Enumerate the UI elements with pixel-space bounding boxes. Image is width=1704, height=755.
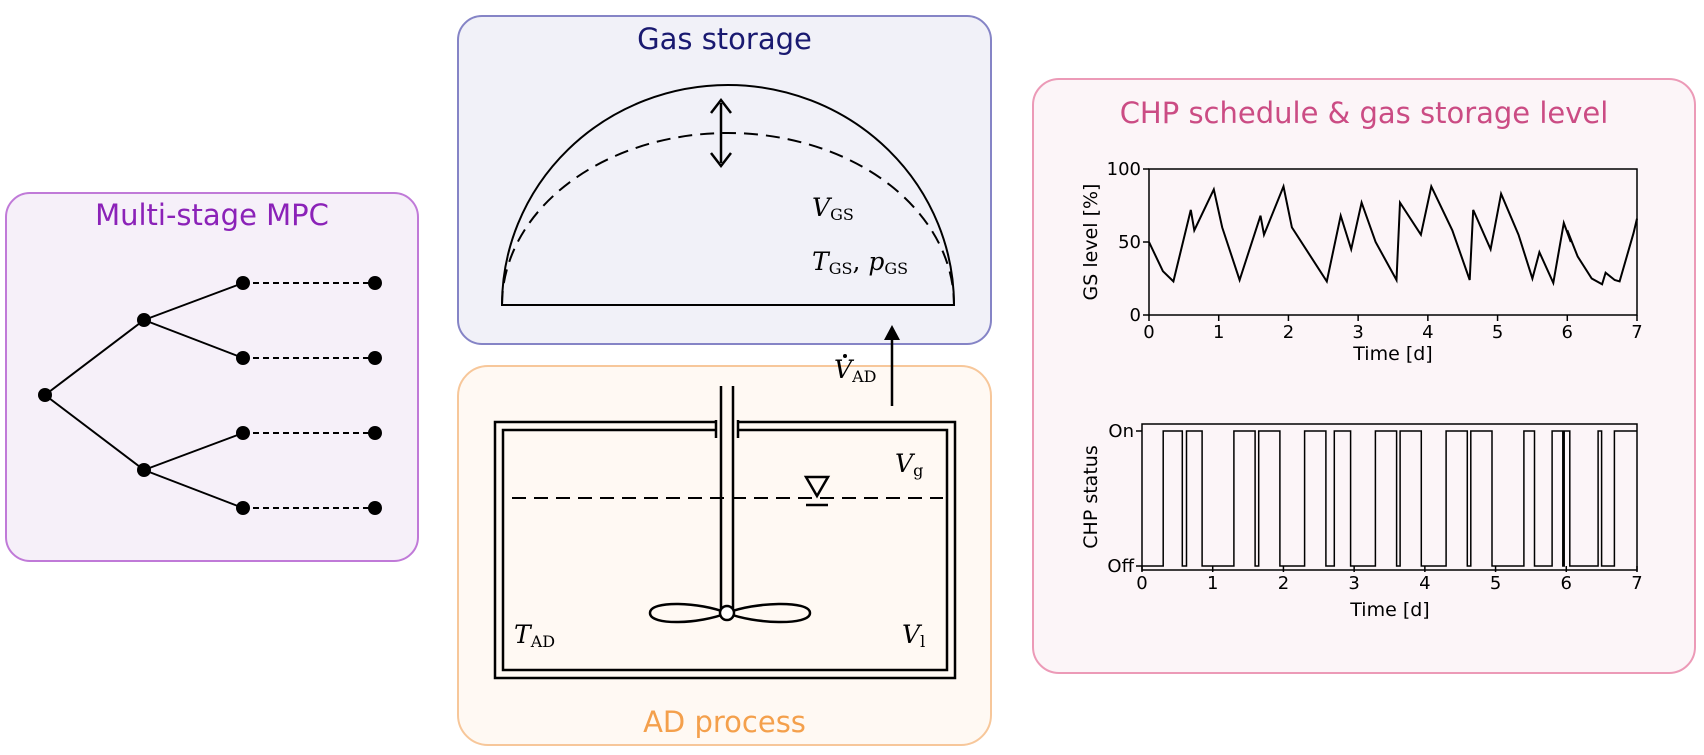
mpc-panel-box: [5, 192, 419, 562]
propeller-icon: [648, 602, 812, 624]
gs-level-chart: 0 1 2 3 4 5 6 7 0 50 100 Time [d] GS level [%]: [1080, 159, 1643, 365]
gas-storage-panel-title: Gas storage: [637, 22, 812, 56]
chp-x-tick-label: 2: [1278, 573, 1289, 594]
tree-node: [368, 351, 382, 365]
tree-node: [368, 501, 382, 515]
v-g-label: Vg: [895, 449, 923, 480]
chp-status-plot-area: [1141, 423, 1638, 571]
tree-edge: [143, 432, 244, 471]
scenario-tree: [44, 282, 375, 509]
t-p-gs-label: TGS, pGS: [812, 247, 908, 278]
gs-x-tick-label: 5: [1492, 322, 1503, 343]
tree-node: [368, 426, 382, 440]
gs-x-tick-label: 3: [1352, 322, 1363, 343]
v-dot-ad-label: VAD: [834, 355, 876, 386]
gs-x-tick-label: 7: [1631, 322, 1642, 343]
gas-storage-panel-box: [457, 15, 992, 345]
chp-x-tick-label: 7: [1631, 573, 1642, 594]
gs-level-plot-area: [1148, 168, 1638, 316]
chp-status-chart: 0 1 2 3 4 5 6 7 Off On Time [d] CHP status: [1080, 421, 1643, 621]
tree-node: [368, 276, 382, 290]
chp-panel-title: CHP schedule & gas storage level: [1119, 96, 1609, 130]
gs-x-ticks: 0 1 2 3 4 5 6 7: [1143, 315, 1643, 343]
tree-node: [38, 388, 52, 402]
tree-edge: [44, 394, 145, 471]
chp-x-axis-label: Time [d]: [1349, 599, 1429, 621]
gs-x-axis-label: Time [d]: [1352, 343, 1432, 365]
tree-node: [137, 463, 151, 477]
gas-level-dashed: [501, 132, 955, 306]
chp-y-tick-label: Off: [1107, 556, 1134, 577]
tree-node: [236, 426, 250, 440]
v-gs-label: VGS: [812, 193, 854, 224]
chp-status-series: [1142, 430, 1637, 567]
chp-y-tick-label: On: [1108, 421, 1134, 442]
tree-node: [137, 313, 151, 327]
gs-y-tick-label: 100: [1107, 159, 1141, 180]
gs-y-axis-label: GS level [%]: [1080, 184, 1102, 301]
arrow-head-icon: [884, 325, 900, 340]
tree-node: [236, 351, 250, 365]
tree-edge: [143, 282, 244, 321]
gs-x-tick-label: 2: [1283, 322, 1294, 343]
tree-node: [236, 276, 250, 290]
tree-node: [236, 501, 250, 515]
gs-level-series: [1148, 183, 1638, 287]
gs-y-ticks: 0 50 100: [1107, 159, 1149, 326]
liquid-level-icon: [803, 475, 831, 507]
gs-x-tick-label: 1: [1213, 322, 1224, 343]
ad-panel-title: AD process: [643, 705, 806, 739]
chp-y-axis-label: CHP status: [1080, 445, 1102, 548]
v-l-label: Vl: [902, 620, 925, 651]
gs-x-tick-label: 0: [1143, 322, 1154, 343]
chp-x-tick-label: 1: [1207, 573, 1218, 594]
t-ad-label: TAD: [514, 620, 555, 651]
chp-x-tick-label: 5: [1490, 573, 1501, 594]
tree-nodes: [38, 276, 382, 515]
gs-y-tick-label: 0: [1130, 305, 1141, 326]
gas-dome: [500, 84, 956, 306]
double-arrow-icon: [710, 97, 732, 169]
chp-y-ticks: Off On: [1107, 421, 1142, 577]
ad-panel-box: [457, 365, 992, 746]
chp-x-tick-label: 4: [1419, 573, 1430, 594]
chp-x-tick-label: 3: [1348, 573, 1359, 594]
tree-edge: [143, 469, 244, 509]
dot-accent: [843, 354, 847, 358]
gs-x-tick-label: 4: [1422, 322, 1433, 343]
chp-x-ticks: 0 1 2 3 4 5 6 7: [1136, 566, 1643, 594]
chp-x-tick-label: 0: [1136, 573, 1147, 594]
gs-x-tick-label: 6: [1562, 322, 1573, 343]
tree-edge: [44, 319, 145, 396]
chp-x-tick-label: 6: [1561, 573, 1572, 594]
mpc-panel-title: Multi-stage MPC: [95, 198, 329, 232]
tree-edge: [143, 319, 244, 359]
gs-y-tick-label: 50: [1118, 232, 1141, 253]
